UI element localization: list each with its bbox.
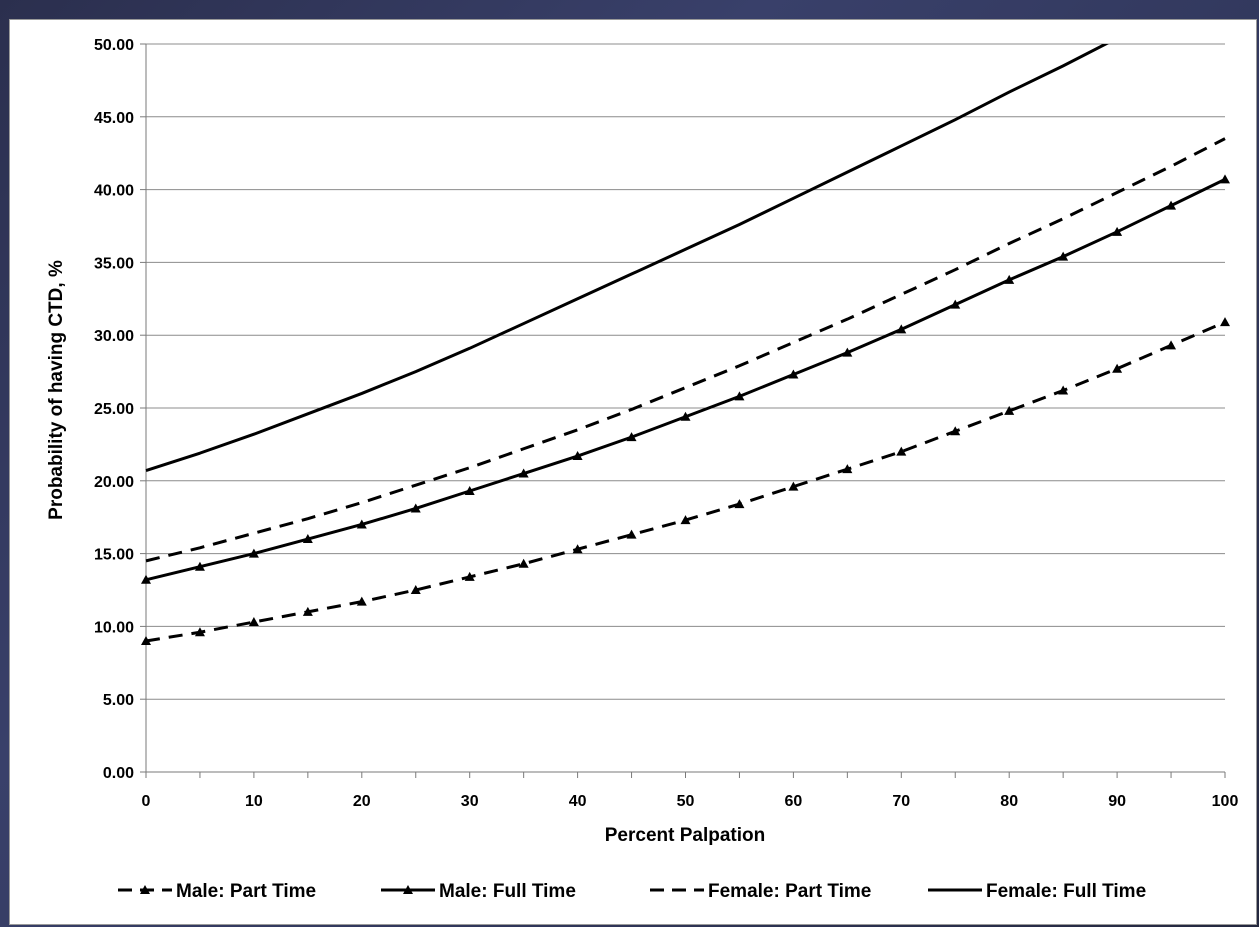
data-point-marker: [572, 544, 583, 554]
x-axis-title: Percent Palpation: [605, 825, 766, 846]
series-line: [145, 320, 1226, 643]
data-point-marker: [1058, 385, 1069, 395]
data-point-marker: [1112, 226, 1123, 236]
legend-marker: [140, 885, 150, 894]
data-point-marker: [788, 481, 799, 491]
data-point-marker: [896, 446, 907, 456]
y-tick-label: 40.00: [94, 183, 134, 200]
data-point-marker: [464, 485, 475, 495]
legend-item: Male: Part Time: [118, 881, 316, 902]
legend-item: Male: Full Time: [381, 881, 576, 902]
data-point-marker: [950, 299, 961, 309]
chart-frame: 0.00 5.00 10.00 15.00 20.00 25.00 30.00 35.00 40…: [9, 19, 1257, 925]
data-point-marker: [194, 561, 205, 571]
series-group: [141, 44, 1230, 645]
series-female-full-time: [145, 44, 1110, 473]
y-tick-label: 0.00: [103, 765, 134, 782]
legend-label: Male: Part Time: [176, 881, 316, 902]
legend-item: Female: Full Time: [928, 881, 1146, 902]
series-male-full-time: [141, 174, 1230, 584]
data-point-marker: [842, 464, 853, 474]
data-point-marker: [680, 411, 691, 421]
legend-label: Female: Full Time: [986, 881, 1146, 902]
legend-item: Female: Part Time: [650, 881, 871, 902]
axes: [140, 43, 1226, 778]
series-line: [145, 44, 1110, 473]
tick-labels: 0.00 5.00 10.00 15.00 20.00 25.00 30.00 35.00 40…: [94, 37, 1238, 810]
y-tick-label: 45.00: [94, 110, 134, 127]
data-point-marker: [410, 503, 421, 513]
data-point-marker: [194, 627, 205, 637]
series-male-part-time: [141, 317, 1230, 645]
data-point-marker: [1004, 405, 1015, 415]
data-point-marker: [626, 529, 637, 539]
data-point-marker: [1004, 274, 1015, 284]
gridlines: [146, 43, 1225, 700]
x-tick-label: 30: [461, 793, 479, 810]
data-point-marker: [141, 574, 151, 584]
x-tick-label: 90: [1108, 793, 1126, 810]
data-point-marker: [464, 571, 475, 581]
data-point-marker: [1112, 363, 1123, 373]
y-tick-label: 30.00: [94, 328, 134, 345]
x-tick-label: 0: [142, 793, 151, 810]
x-tick-label: 20: [353, 793, 371, 810]
data-point-marker: [788, 369, 799, 379]
data-point-marker: [141, 635, 151, 645]
data-point-marker: [356, 519, 367, 529]
data-point-marker: [896, 324, 907, 334]
data-point-marker: [1220, 317, 1230, 327]
data-point-marker: [842, 347, 853, 357]
y-tick-label: 25.00: [94, 401, 134, 418]
series-female-part-time: [145, 137, 1226, 563]
y-tick-label: 35.00: [94, 255, 134, 272]
data-point-marker: [1058, 251, 1069, 261]
x-tick-label: 80: [1000, 793, 1018, 810]
legend-label: Female: Part Time: [708, 881, 871, 902]
y-tick-label: 5.00: [103, 692, 134, 709]
y-tick-label: 10.00: [94, 619, 134, 636]
x-tick-label: 60: [785, 793, 803, 810]
data-point-marker: [518, 468, 529, 478]
data-point-marker: [1166, 340, 1177, 350]
data-point-marker: [626, 432, 637, 442]
x-tick-label: 100: [1212, 793, 1239, 810]
data-point-marker: [680, 515, 691, 525]
data-point-marker: [356, 596, 367, 606]
y-tick-label: 15.00: [94, 547, 134, 564]
data-point-marker: [248, 617, 259, 627]
data-point-marker: [572, 451, 583, 461]
data-point-marker: [734, 391, 745, 401]
data-point-marker: [734, 499, 745, 509]
legend: Male: Part Time Male: Full Time Female: Pa…: [118, 881, 1146, 902]
data-point-marker: [248, 548, 259, 558]
data-point-marker: [410, 585, 421, 594]
series-line: [145, 137, 1226, 563]
data-point-marker: [518, 558, 529, 568]
x-tick-label: 50: [677, 793, 695, 810]
line-chart: 0.00 5.00 10.00 15.00 20.00 25.00 30.00 35.00 40…: [46, 37, 1238, 902]
data-point-marker: [302, 534, 313, 544]
data-point-marker: [1166, 200, 1177, 210]
legend-label: Male: Full Time: [439, 881, 576, 902]
y-axis-title: Probability of having CTD, %: [46, 260, 67, 520]
data-point-marker: [1220, 174, 1230, 184]
y-tick-label: 20.00: [94, 474, 134, 491]
y-tick-label: 50.00: [94, 37, 134, 54]
x-tick-label: 70: [892, 793, 910, 810]
data-point-marker: [950, 426, 961, 436]
x-tick-label: 40: [569, 793, 587, 810]
legend-marker: [403, 885, 413, 894]
data-point-marker: [302, 606, 313, 616]
x-tick-label: 10: [245, 793, 263, 810]
